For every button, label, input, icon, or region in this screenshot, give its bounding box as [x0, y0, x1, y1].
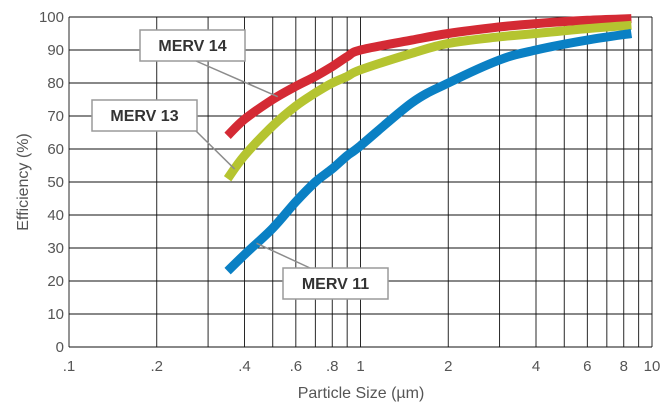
x-tick-label: 8 [620, 358, 628, 375]
x-tick-label: .6 [290, 358, 303, 375]
callout-leader-merv-13 [195, 130, 236, 170]
y-tick-label: 30 [47, 240, 64, 257]
y-tick-label: 100 [39, 9, 64, 26]
callout-leader-merv-11 [256, 242, 311, 269]
series-line-merv-11 [224, 29, 633, 275]
y-tick-label: 70 [47, 108, 64, 125]
series-lines [223, 14, 633, 275]
x-tick-label: 10 [644, 358, 661, 375]
y-tick-label: 10 [47, 306, 64, 323]
y-tick-label: 90 [47, 42, 64, 59]
series-callouts: MERV 14 MERV 13 MERV 11 [91, 29, 389, 300]
y-tick-label: 60 [47, 141, 64, 158]
x-axis-label: Particle Size (µm) [298, 385, 425, 402]
x-tick-label: 1 [356, 358, 364, 375]
series-label-merv-13: MERV 13 [110, 108, 178, 125]
callout-leader-merv-14 [195, 60, 279, 98]
callout-box-merv-13 [91, 99, 198, 132]
series-label-merv-11: MERV 11 [302, 276, 369, 293]
series-line-merv-13 [223, 20, 632, 182]
x-tick-label: .8 [326, 358, 339, 375]
y-tick-label: 80 [47, 75, 64, 92]
y-tick-label: 0 [56, 339, 64, 356]
x-tick-label: 2 [444, 358, 452, 375]
series-label-merv-14: MERV 14 [158, 38, 226, 55]
x-tick-label: 6 [583, 358, 591, 375]
y-tick-label: 50 [47, 174, 64, 191]
x-tick-label: 4 [532, 358, 540, 375]
series-line-merv-14 [224, 14, 632, 139]
x-tick-label: .4 [238, 358, 251, 375]
callout-box-merv-11 [282, 267, 389, 300]
y-tick-label: 40 [47, 207, 64, 224]
x-tick-label: .2 [150, 358, 163, 375]
y-axis-label: Efficiency (%) [15, 133, 32, 231]
y-tick-label: 20 [47, 273, 64, 290]
callout-box-merv-14 [139, 29, 246, 62]
x-tick-label: .1 [63, 358, 76, 375]
